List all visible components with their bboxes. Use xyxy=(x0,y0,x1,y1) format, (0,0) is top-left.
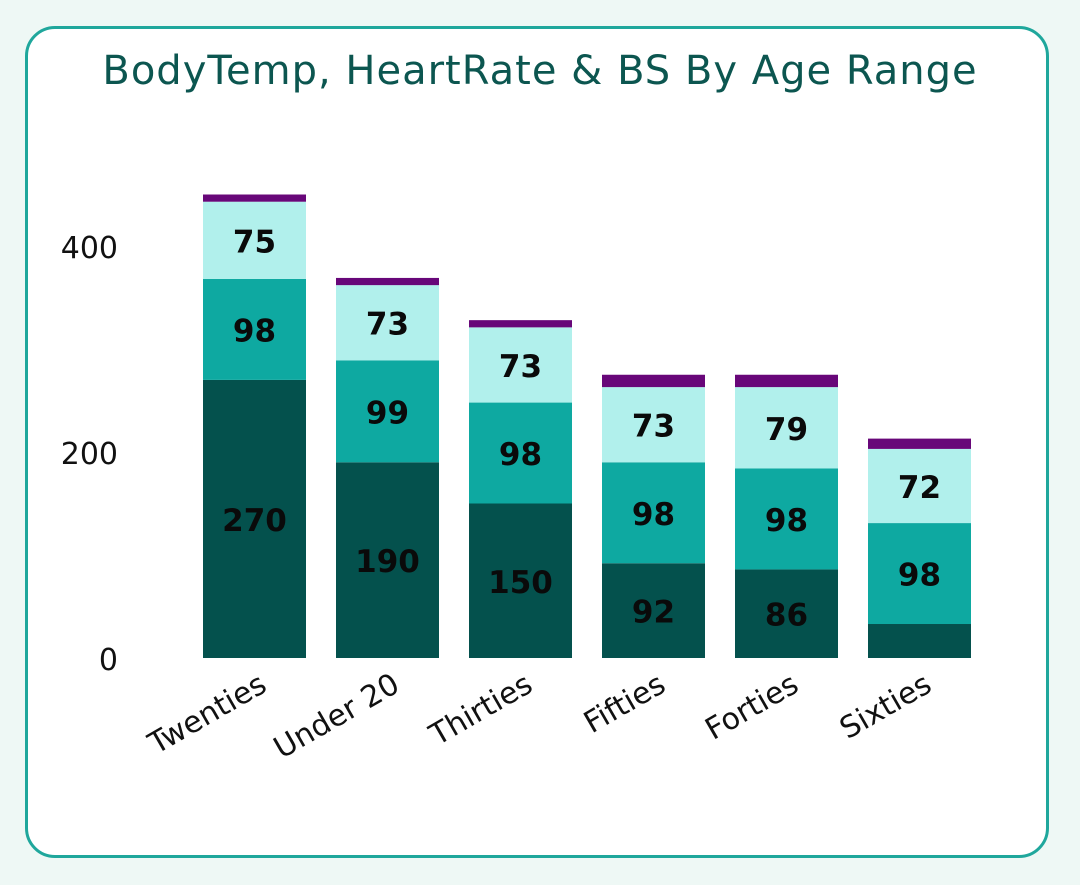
x-tick-label: Under 20 xyxy=(268,667,405,767)
bar-segment xyxy=(336,360,439,463)
x-tick-label: Forties xyxy=(699,667,804,748)
bar-segment xyxy=(868,448,971,524)
data-label: 86 xyxy=(765,598,808,634)
data-label: 98 xyxy=(233,313,276,349)
bar-segment xyxy=(203,201,306,279)
data-label: 98 xyxy=(632,497,675,533)
bar-segment xyxy=(469,320,572,328)
bar-segment xyxy=(602,462,705,564)
x-tick-label: Thirties xyxy=(423,667,539,754)
bar-segment xyxy=(602,563,705,658)
bar-segment xyxy=(336,277,439,286)
x-tick-label: Twenties xyxy=(142,667,273,763)
data-label: 73 xyxy=(499,349,542,385)
bar-segment xyxy=(203,379,306,658)
bar-segment xyxy=(469,503,572,658)
data-label: 98 xyxy=(499,437,542,473)
bar-segment xyxy=(602,387,705,463)
data-label: 73 xyxy=(366,307,409,343)
data-label: 190 xyxy=(355,544,420,580)
bar-segment xyxy=(735,468,838,570)
bar-segment xyxy=(735,374,838,388)
y-tick-label: 400 xyxy=(61,231,118,266)
bar-segment xyxy=(469,327,572,403)
data-label: 270 xyxy=(222,503,287,539)
bar-segment xyxy=(203,194,306,202)
data-label: 73 xyxy=(632,409,675,445)
data-label: 72 xyxy=(898,470,941,506)
data-label: 79 xyxy=(765,412,808,448)
bar-segment xyxy=(336,285,439,361)
data-label: 75 xyxy=(233,224,276,260)
x-tick-label: Fifties xyxy=(578,667,671,741)
y-tick-label: 0 xyxy=(99,643,118,678)
bar-segment xyxy=(336,462,439,658)
bar-segment xyxy=(868,438,971,449)
bar-segment xyxy=(868,523,971,625)
data-label: 98 xyxy=(898,558,941,594)
bar-segment xyxy=(735,387,838,469)
bar-segment xyxy=(735,569,838,658)
data-label: 98 xyxy=(765,503,808,539)
chart-title: BodyTemp, HeartRate & BS By Age Range xyxy=(102,48,978,94)
data-label: 99 xyxy=(366,395,409,431)
x-tick-label: Sixties xyxy=(834,667,938,747)
bar-segment xyxy=(602,374,705,388)
bar-segment xyxy=(868,624,971,658)
bar-segment xyxy=(203,278,306,380)
bar-segment xyxy=(469,402,572,504)
y-tick-label: 200 xyxy=(61,437,118,472)
data-label: 150 xyxy=(488,565,553,601)
data-label: 92 xyxy=(632,595,675,631)
